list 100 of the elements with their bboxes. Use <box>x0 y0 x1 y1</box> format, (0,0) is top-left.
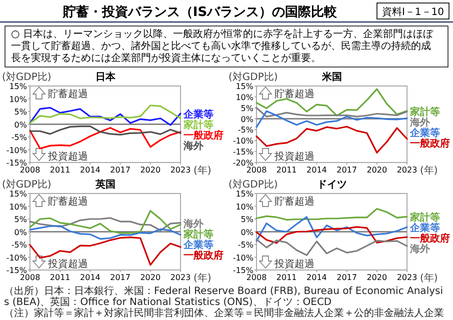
y-axis-title: (対GDP比) <box>228 71 278 83</box>
series-label: 海外 <box>409 116 431 128</box>
series-label: 家計等 <box>182 119 214 132</box>
series-label: 一般政府 <box>184 130 224 142</box>
y-tick-label: 5% <box>240 215 254 224</box>
line-series <box>256 216 408 242</box>
line-series <box>29 217 182 232</box>
y-tick-label: -10% <box>6 253 28 262</box>
x-tick-label: 2008 <box>246 273 267 282</box>
y-tick-label: 0% <box>240 228 254 237</box>
annotation: 貯蓄超過 <box>48 88 88 100</box>
x-tick-label: 2023 <box>170 166 191 174</box>
line-series <box>29 225 182 240</box>
chart-title: 日本 <box>95 71 116 83</box>
x-tick-label: 2020 <box>366 166 388 174</box>
line-series <box>29 125 182 136</box>
x-axis-title: (年) <box>420 164 438 176</box>
x-axis-title: (年) <box>420 272 438 284</box>
y-tick-label: 0% <box>14 228 28 237</box>
chart-title: ドイツ <box>316 180 347 190</box>
y-tick-label: 10% <box>9 202 28 212</box>
y-axis-title: (対GDP比) <box>2 178 52 190</box>
y-tick-label: -10% <box>6 146 28 155</box>
y-tick-label: -5% <box>11 133 28 142</box>
x-tick-label: 2014 <box>80 166 100 174</box>
series-label: 海外 <box>409 243 431 256</box>
x-axis-title: (年) <box>194 272 212 284</box>
line-series <box>29 210 182 234</box>
chart-title: 米国 <box>320 71 342 83</box>
y-tick-label: 10% <box>236 92 254 102</box>
x-tick-label: 2017 <box>110 166 130 174</box>
x-tick-label: 2017 <box>336 166 357 174</box>
x-tick-label: 2008 <box>20 166 40 174</box>
line-series <box>256 88 408 116</box>
x-tick-label: 2017 <box>110 273 130 282</box>
line-series <box>256 107 408 118</box>
y-tick-label: 10% <box>236 202 254 212</box>
series-label: 家計等 <box>409 106 440 118</box>
y-tick-label: 5% <box>14 108 28 116</box>
text: ○ 日本は、リーマンショック以降、一般政府が恒常的に赤字を計上する一方、企業部門はほぼ一貫して貯蓄超過、かつ、諸外国と比べても高い水準で推移しているが、民需主導の持続的成長を実現するためには企業部門が投資主体になっていくことが重要。 <box>11 28 434 64</box>
line-series <box>256 238 408 256</box>
series-label: 企業等 <box>409 222 440 234</box>
series-label: 一般政府 <box>410 232 450 245</box>
y-tick-label: 15% <box>236 190 254 198</box>
y-tick-label: 15% <box>9 190 28 198</box>
y-tick-label: 15% <box>236 82 254 91</box>
y-tick-label: 15% <box>9 82 28 91</box>
annotation: 貯蓄超過 <box>274 88 314 100</box>
x-tick-label: 2011 <box>50 273 70 282</box>
chart-title: 英国 <box>94 178 116 190</box>
x-tick-label: 2023 <box>396 273 418 282</box>
series-label: 企業等 <box>409 126 440 139</box>
x-tick-label: 2008 <box>20 273 40 282</box>
x-tick-label: 2020 <box>366 273 388 282</box>
y-tick-label: -5% <box>238 126 254 135</box>
series-label: 海外 <box>182 140 204 152</box>
line-series <box>256 226 408 244</box>
x-tick-label: 2014 <box>306 166 327 174</box>
y-tick-label: 5% <box>240 104 254 113</box>
series-label: 家計等 <box>182 228 214 240</box>
annotation: 投資超過 <box>47 258 88 270</box>
x-tick-label: 2011 <box>276 273 297 282</box>
y-tick-label: -20% <box>232 158 254 168</box>
series-label: 企業等 <box>182 238 214 251</box>
annotation: 投資超過 <box>47 150 88 162</box>
x-tick-label: 2023 <box>396 166 418 174</box>
y-tick-label: 0% <box>240 114 254 124</box>
x-axis-title: (年) <box>194 164 212 176</box>
series-label: 一般政府 <box>410 137 450 150</box>
y-tick-label: -10% <box>232 253 254 262</box>
y-tick-label: -5% <box>11 240 28 250</box>
text: （注）家計等＝家計＋対家計民間非営利団体、企業等＝民間非金融法人企業＋公的非金融法人企業 <box>4 307 444 319</box>
x-tick-label: 2023 <box>170 273 191 282</box>
annotation: 投資超過 <box>274 150 314 162</box>
y-tick-label: -15% <box>6 158 28 168</box>
x-tick-label: 2011 <box>276 166 297 174</box>
series-label: 家計等 <box>409 212 440 224</box>
y-tick-label: -5% <box>238 240 254 250</box>
y-tick-label: -15% <box>232 266 254 275</box>
annotation: 貯蓄超過 <box>48 196 88 208</box>
annotation: 投資超過 <box>274 258 314 270</box>
annotation: 貯蓄超過 <box>274 196 314 208</box>
x-tick-label: 2011 <box>50 166 70 174</box>
line-series <box>256 110 408 128</box>
y-axis-title: (対GDP比) <box>228 178 278 190</box>
series-label: 海外 <box>182 218 204 230</box>
x-tick-label: 2014 <box>306 273 327 282</box>
y-tick-label: -15% <box>232 148 254 157</box>
x-tick-label: 2020 <box>140 273 161 282</box>
series-label: 一般政府 <box>184 249 224 262</box>
x-tick-label: 2008 <box>246 166 267 174</box>
x-tick-label: 2014 <box>80 273 100 282</box>
text: 資料Ⅰ－1－10 <box>382 6 444 18</box>
y-axis-title: (対GDP比) <box>2 71 52 83</box>
y-tick-label: 0% <box>14 120 28 130</box>
y-tick-label: -10% <box>232 136 254 146</box>
x-tick-label: 2017 <box>336 273 357 282</box>
y-tick-label: 10% <box>9 94 28 104</box>
y-tick-label: -15% <box>6 266 28 275</box>
x-tick-label: 2020 <box>140 166 161 174</box>
